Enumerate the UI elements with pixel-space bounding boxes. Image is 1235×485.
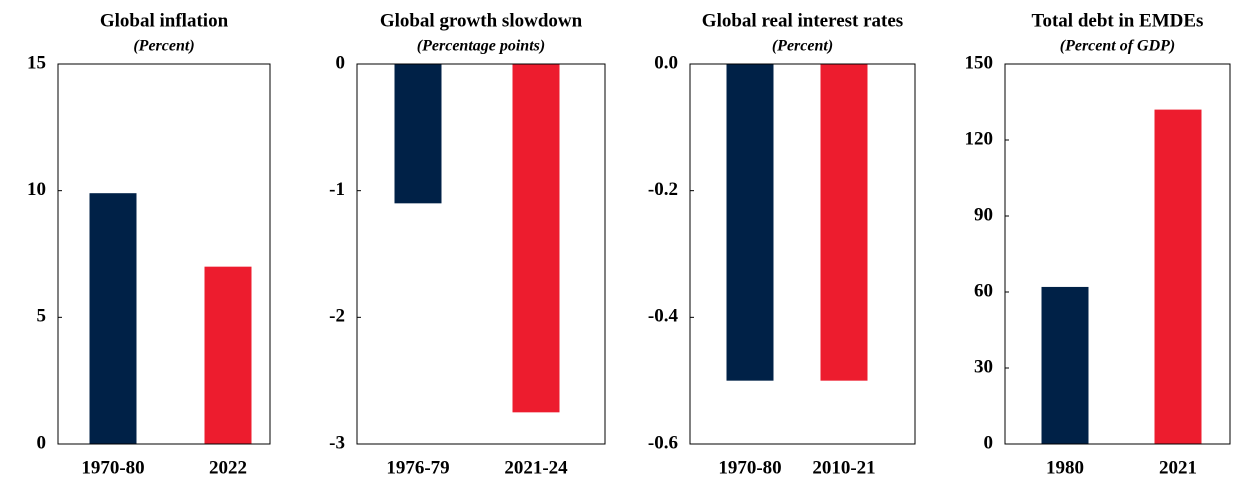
plot-frame (1004, 63, 1231, 445)
panel-title: Global inflation (100, 10, 229, 31)
y-tick-label: -0.4 (648, 306, 679, 327)
bar (89, 193, 137, 444)
bar (1154, 109, 1202, 444)
bar (1041, 286, 1089, 444)
x-tick-label: 1970-80 (81, 457, 144, 478)
panel-subtitle: (Percent) (772, 38, 833, 55)
plot-frame (689, 63, 916, 445)
y-tick-label: 30 (974, 356, 993, 377)
x-tick-label: 2010-21 (812, 457, 875, 478)
bar (512, 64, 560, 413)
bar (820, 64, 868, 381)
x-tick-label: 2021-24 (504, 457, 568, 478)
y-tick-label: 0.0 (654, 52, 678, 73)
x-tick-label: 1980 (1046, 457, 1084, 478)
panel-title: Global real interest rates (702, 10, 903, 31)
y-tick-label: -2 (329, 306, 345, 327)
panel-subtitle: (Percentage points) (417, 38, 545, 55)
panel-title: Global growth slowdown (380, 10, 583, 31)
y-tick-label: -0.2 (648, 179, 678, 200)
y-tick-label: 5 (37, 306, 47, 327)
panel-subtitle: (Percent) (133, 38, 194, 55)
y-tick-label: -0.6 (648, 432, 678, 453)
y-tick-label: 10 (27, 179, 46, 200)
y-tick-label: 90 (974, 204, 993, 225)
y-tick-label: -1 (329, 179, 345, 200)
x-tick-label: 2022 (209, 457, 247, 478)
y-tick-label: 150 (965, 52, 994, 73)
y-tick-label: 15 (27, 52, 46, 73)
x-tick-label: 1970-80 (718, 457, 781, 478)
bar (204, 266, 252, 444)
x-tick-label: 1976-79 (386, 457, 449, 478)
y-tick-label: 120 (965, 128, 994, 149)
y-tick-label: 60 (974, 280, 993, 301)
bar (394, 64, 442, 204)
plot-frame (57, 63, 271, 445)
y-tick-label: 0 (336, 52, 346, 73)
panel-title: Total debt in EMDEs (1032, 10, 1204, 31)
bar (726, 64, 774, 381)
plot-frame (356, 63, 606, 445)
x-tick-label: 2021 (1159, 457, 1197, 478)
y-tick-label: 0 (37, 432, 47, 453)
y-tick-label: -3 (329, 432, 345, 453)
y-tick-label: 0 (984, 432, 994, 453)
panel-subtitle: (Percent of GDP) (1060, 38, 1176, 55)
